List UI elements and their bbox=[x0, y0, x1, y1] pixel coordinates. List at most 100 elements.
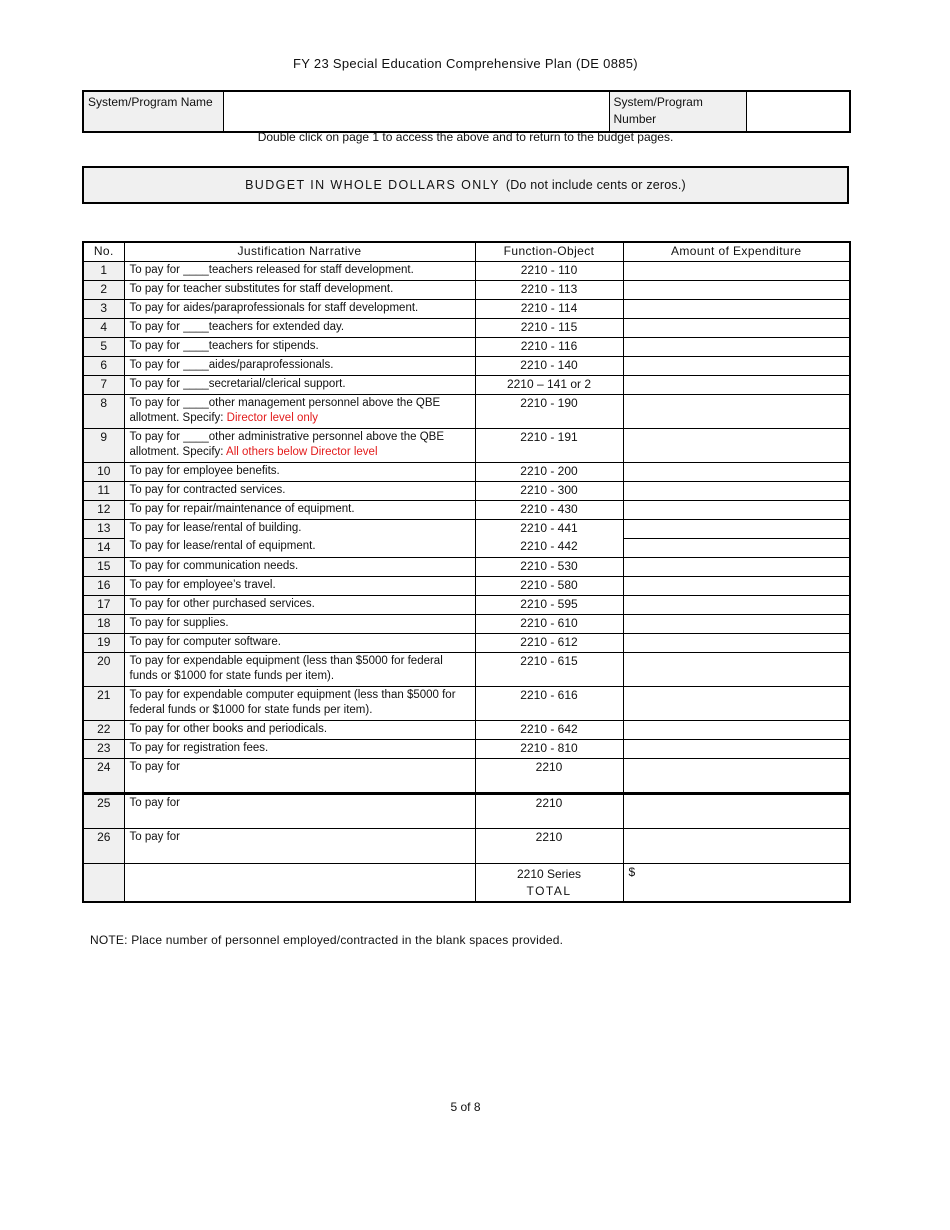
row-number-cell: 20 bbox=[82, 651, 125, 687]
amount-cell[interactable] bbox=[622, 685, 851, 721]
justification-cell[interactable]: To pay for bbox=[123, 791, 476, 829]
function-object-cell: 2210 - 200 bbox=[474, 461, 624, 482]
justification-cell: To pay for ____teachers released for sta… bbox=[123, 260, 476, 281]
amount-cell[interactable] bbox=[622, 651, 851, 687]
amount-cell[interactable] bbox=[622, 518, 851, 539]
note-text: NOTE: Place number of personnel employed… bbox=[90, 933, 564, 947]
series-total-line1: 2210 Series bbox=[516, 866, 582, 881]
function-object-cell: 2210 bbox=[474, 791, 624, 829]
function-object-cell: 2210 - 442 bbox=[474, 537, 624, 558]
amount-cell[interactable] bbox=[622, 298, 851, 319]
justification-cell: To pay for computer software. bbox=[123, 632, 476, 653]
justification-cell: To pay for ____other administrative pers… bbox=[123, 427, 476, 463]
table-row: 7 To pay for ____secretarial/clerical sup… bbox=[82, 374, 851, 395]
function-object-cell: 2210 bbox=[474, 757, 624, 794]
table-row: 2 To pay for teacher substitutes for staf… bbox=[82, 279, 851, 300]
amount-cell[interactable] bbox=[622, 499, 851, 520]
amount-cell[interactable] bbox=[622, 594, 851, 615]
amount-cell[interactable] bbox=[622, 427, 851, 463]
amount-cell[interactable] bbox=[622, 480, 851, 501]
amount-cell[interactable] bbox=[622, 537, 851, 558]
page-title: FY 23 Special Education Comprehensive Pl… bbox=[293, 56, 638, 71]
function-object-cell: 2210 - 116 bbox=[474, 336, 624, 357]
justification-cell: To pay for repair/maintenance of equipme… bbox=[123, 499, 476, 520]
budget-banner-caps: BUDGET IN WHOLE DOLLARS ONLY bbox=[245, 178, 500, 192]
justification-cell[interactable]: To pay for bbox=[123, 827, 476, 864]
budget-table: No. Justification Narrative Function-Obj… bbox=[82, 241, 851, 903]
series-total-label: 2210 Series TOTAL bbox=[474, 862, 624, 903]
amount-cell[interactable] bbox=[622, 374, 851, 395]
amount-cell[interactable] bbox=[622, 719, 851, 740]
amount-cell[interactable] bbox=[622, 279, 851, 300]
justification-cell: To pay for supplies. bbox=[123, 613, 476, 634]
amount-cell[interactable] bbox=[622, 738, 851, 759]
function-object-cell: 2210 - 595 bbox=[474, 594, 624, 615]
justification-cell: To pay for registration fees. bbox=[123, 738, 476, 759]
row-number-cell: 13 bbox=[82, 518, 125, 539]
row-number-cell: 15 bbox=[82, 556, 125, 577]
amount-cell[interactable] bbox=[622, 556, 851, 577]
amount-cell[interactable] bbox=[622, 575, 851, 596]
table-row: 13 To pay for lease/rental of building. 22… bbox=[82, 518, 851, 539]
table-row: 23 To pay for registration fees. 2210 - 81… bbox=[82, 738, 851, 759]
function-object-cell: 2210 - 530 bbox=[474, 556, 624, 577]
system-program-header-table: System/Program Name System/Program Numbe… bbox=[82, 90, 851, 133]
table-row: 21 To pay for expendable computer equipme… bbox=[82, 685, 851, 721]
justification-cell: To pay for other books and periodicals. bbox=[123, 719, 476, 740]
amount-cell[interactable] bbox=[622, 827, 851, 864]
col-header-amount: Amount of Expenditure bbox=[622, 241, 851, 262]
amount-cell[interactable] bbox=[622, 632, 851, 653]
total-amount-field[interactable]: $ bbox=[622, 862, 851, 903]
table-row: 26 To pay for 2210 bbox=[82, 827, 851, 864]
row-number-cell: 18 bbox=[82, 613, 125, 634]
row-number-cell bbox=[82, 862, 125, 903]
system-program-name-label: System/Program Name bbox=[82, 90, 224, 133]
row-number-cell: 23 bbox=[82, 738, 125, 759]
justification-cell: To pay for ____teachers for extended day… bbox=[123, 317, 476, 338]
system-program-name-field[interactable] bbox=[222, 90, 610, 133]
table-row: 22 To pay for other books and periodicals… bbox=[82, 719, 851, 740]
function-object-cell: 2210 - 191 bbox=[474, 427, 624, 463]
table-row: 5 To pay for ____teachers for stipends. 22… bbox=[82, 336, 851, 357]
amount-cell[interactable] bbox=[622, 336, 851, 357]
amount-cell[interactable] bbox=[622, 791, 851, 829]
amount-cell[interactable] bbox=[622, 757, 851, 794]
amount-cell[interactable] bbox=[622, 461, 851, 482]
table-row: 6 To pay for ____aides/paraprofessionals.… bbox=[82, 355, 851, 376]
row-number-cell: 16 bbox=[82, 575, 125, 596]
justification-cell: To pay for lease/rental of building. bbox=[123, 518, 476, 538]
function-object-cell: 2210 - 115 bbox=[474, 317, 624, 338]
amount-cell[interactable] bbox=[622, 355, 851, 376]
table-row: 19 To pay for computer software. 2210 - 61… bbox=[82, 632, 851, 653]
row-number-cell: 22 bbox=[82, 719, 125, 740]
table-row: 24 To pay for 2210 bbox=[82, 757, 851, 794]
table-row: 11 To pay for contracted services. 2210 - … bbox=[82, 480, 851, 501]
justification-cell[interactable]: To pay for bbox=[123, 757, 476, 794]
justification-cell: To pay for ____other management personne… bbox=[123, 393, 476, 429]
function-object-cell: 2210 - 140 bbox=[474, 355, 624, 376]
table-row: 1 To pay for ____teachers released for st… bbox=[82, 260, 851, 281]
amount-cell[interactable] bbox=[622, 393, 851, 429]
budget-banner-paren: (Do not include cents or zeros.) bbox=[505, 178, 686, 192]
system-program-number-field[interactable] bbox=[745, 90, 851, 133]
justification-cell: To pay for expendable equipment (less th… bbox=[123, 651, 476, 687]
row-number-cell: 10 bbox=[82, 461, 125, 482]
col-header-no: No. bbox=[82, 241, 125, 262]
function-object-cell: 2210 - 616 bbox=[474, 685, 624, 721]
justification-cell: To pay for employee benefits. bbox=[123, 461, 476, 482]
table-row: 20 To pay for expendable equipment (less … bbox=[82, 651, 851, 687]
col-header-function-object: Function-Object bbox=[474, 241, 624, 262]
row-number-cell: 24 bbox=[82, 757, 125, 794]
amount-cell[interactable] bbox=[622, 317, 851, 338]
specify-red-text: All others below Director level bbox=[226, 446, 378, 458]
justification-cell: To pay for communication needs. bbox=[123, 556, 476, 577]
row-number-cell: 11 bbox=[82, 480, 125, 501]
amount-cell[interactable] bbox=[622, 613, 851, 634]
function-object-cell: 2210 - 430 bbox=[474, 499, 624, 520]
row-number-cell: 7 bbox=[82, 374, 125, 395]
justification-cell: To pay for other purchased services. bbox=[123, 594, 476, 615]
justification-cell: To pay for aides/paraprofessionals for s… bbox=[123, 298, 476, 319]
amount-cell[interactable] bbox=[622, 260, 851, 281]
row-number-cell: 8 bbox=[82, 393, 125, 429]
justification-cell: To pay for ____aides/paraprofessionals. bbox=[123, 355, 476, 376]
